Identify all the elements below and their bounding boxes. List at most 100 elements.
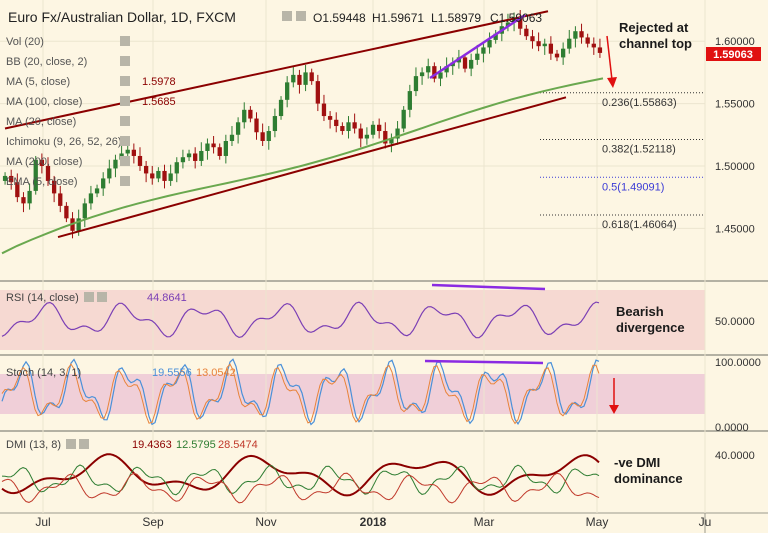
dmi-value-3: 28.5474 (218, 439, 258, 451)
candle-body-32 (199, 150, 204, 161)
stoch-axis-100: 100.0000 (715, 357, 761, 369)
candle-body-41 (254, 118, 259, 133)
candle-body-97 (597, 47, 603, 53)
candle-body-14 (88, 193, 94, 204)
y-tick-2: 1.50000 (715, 161, 755, 173)
fib-label-3: 0.618(1.46064) (602, 219, 677, 231)
candle-body-87 (536, 41, 541, 47)
candle-body-16 (101, 178, 106, 189)
dmi-settings-icon[interactable] (66, 439, 76, 449)
indicator-label-5[interactable]: Ichimoku (9, 26, 52, 26) (6, 136, 122, 148)
candle-body-1 (9, 175, 14, 183)
settings-icon[interactable] (282, 11, 292, 21)
candle-body-93 (573, 31, 578, 39)
candle-body-57 (352, 122, 357, 129)
indicator-settings-icon-1[interactable] (120, 56, 130, 66)
indicator-settings-icon-4[interactable] (120, 116, 130, 126)
dmi-minus-line (1, 472, 600, 504)
x-tick-3: 2018 (360, 515, 387, 529)
candle-body-23 (143, 165, 149, 174)
dmi-visibility-icon[interactable] (79, 439, 89, 449)
candle-body-84 (518, 17, 523, 29)
candle-body-52 (321, 103, 327, 117)
candle-body-43 (266, 131, 271, 141)
candle-body-6 (39, 159, 45, 166)
indicator-label-4[interactable]: MA (20, close) (6, 116, 76, 128)
dmi-value-2: 12.5795 (176, 439, 216, 451)
y-tick-0: 1.60000 (715, 36, 755, 48)
candle-body-51 (315, 81, 320, 104)
candle-body-46 (285, 82, 290, 100)
candle-body-54 (334, 119, 339, 127)
indicator-settings-icon-7[interactable] (120, 176, 130, 186)
x-tick-4: Mar (474, 515, 495, 529)
dmi-plus-line (1, 464, 600, 496)
stoch-header: Stoch (14, 3, 1) 19.5556 13.0542 (6, 367, 236, 379)
candle-body-95 (585, 37, 590, 44)
annotation-rejected: Rejected at channel top (619, 20, 692, 51)
rsi-settings-icon[interactable] (84, 292, 94, 302)
candle-body-37 (229, 134, 235, 141)
x-tick-2: Nov (255, 515, 276, 529)
indicator-lines (1, 283, 600, 504)
candle-body-29 (180, 157, 186, 163)
indicator-settings-icon-5[interactable] (120, 136, 130, 146)
candlestick-series (2, 10, 603, 239)
indicator-settings-icon-2[interactable] (120, 76, 130, 86)
candle-body-53 (327, 116, 333, 120)
candle-body-85 (524, 28, 529, 37)
candle-body-4 (27, 190, 32, 204)
indicator-label-0[interactable]: Vol (20) (6, 36, 44, 48)
candle-body-45 (278, 99, 284, 117)
candle-body-13 (82, 203, 87, 219)
candle-body-22 (137, 155, 143, 166)
time-axis[interactable]: Jul Sep Nov 2018 Mar May Ju (35, 515, 711, 529)
dmi-axis-40: 40.0000 (715, 450, 755, 462)
indicator-label-1[interactable]: BB (20, close, 2) (6, 56, 87, 68)
x-tick-6: Ju (699, 515, 712, 529)
candle-body-78 (481, 47, 486, 54)
down-arrow-price (606, 35, 617, 88)
candle-body-76 (469, 59, 474, 69)
indicator-settings-icon-0[interactable] (120, 36, 130, 46)
candle-body-68 (419, 72, 425, 77)
indicator-label-6[interactable]: MA (200, close) (6, 156, 82, 168)
rsi-visibility-icon[interactable] (97, 292, 107, 302)
stoch-k-value: 19.5556 (152, 367, 192, 379)
visibility-icon[interactable] (296, 11, 306, 21)
overlays (1, 10, 604, 255)
candle-body-18 (113, 159, 118, 169)
indicator-label-7[interactable]: EMA (5, close) (6, 176, 78, 188)
annotation-dmi-line2: dominance (614, 471, 683, 486)
candle-body-36 (223, 141, 228, 156)
candle-body-61 (377, 124, 382, 132)
candle-body-47 (291, 74, 296, 83)
indicator-settings-icon-3[interactable] (120, 96, 130, 106)
last-price-badge (706, 47, 761, 61)
price-divergence-line (429, 13, 526, 80)
candle-body-49 (303, 72, 308, 85)
annotation-dmi-line1: -ve DMI (614, 455, 660, 470)
rsi-divergence-line (431, 283, 546, 291)
candle-body-91 (560, 48, 566, 58)
candle-body-8 (51, 180, 57, 194)
indicator-label-2[interactable]: MA (5, close) (6, 76, 70, 88)
indicator-settings-icon-6[interactable] (120, 156, 130, 166)
candle-body-63 (389, 138, 394, 144)
stoch-axis-0: 0.0000 (715, 422, 749, 434)
candle-body-83 (511, 17, 517, 23)
dmi-adx-line (1, 453, 600, 497)
candle-body-69 (426, 66, 431, 73)
indicator-legend[interactable]: Vol (20) BB (20, close, 2) MA (5, close) 1.… (6, 36, 176, 188)
fib-label-2: 0.5(1.49091) (602, 181, 664, 193)
price-axis[interactable]: 1.60000 1.55000 1.50000 1.45000 (715, 36, 755, 235)
candle-body-30 (186, 153, 192, 158)
indicator-label-3[interactable]: MA (100, close) (6, 96, 82, 108)
candle-body-34 (211, 143, 216, 148)
down-arrow-stoch (609, 378, 619, 414)
x-tick-5: May (586, 515, 609, 529)
channel-upper (4, 10, 549, 130)
candle-body-62 (383, 131, 388, 144)
